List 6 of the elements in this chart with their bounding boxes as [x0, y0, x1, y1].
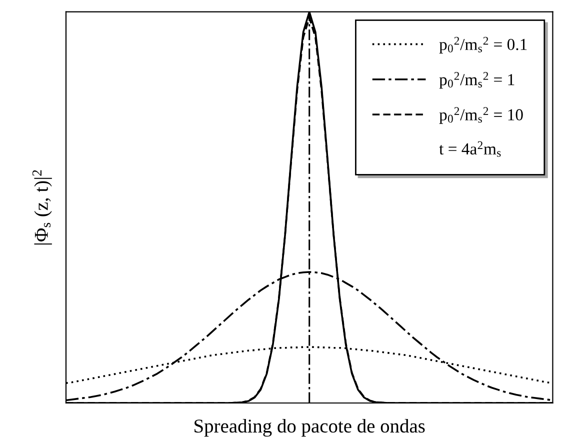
y-axis-title: |Φ$_{s}$ (z, t)|$^{2}$: [32, 170, 52, 244]
legend-label: p$_{0}$$^{2}$/m$_{s}$$^{2}$ = 1: [439, 72, 514, 89]
annotation: t = 4a$^{2}$m$_{s}$: [439, 141, 501, 157]
legend-label: p$_{0}$$^{2}$/m$_{s}$$^{2}$ = 10: [439, 107, 523, 124]
legend-label: p$_{0}$$^{2}$/m$_{s}$$^{2}$ = 0.1: [439, 36, 527, 54]
x-axis-title: Spreading do pacote de ondas: [194, 418, 425, 437]
